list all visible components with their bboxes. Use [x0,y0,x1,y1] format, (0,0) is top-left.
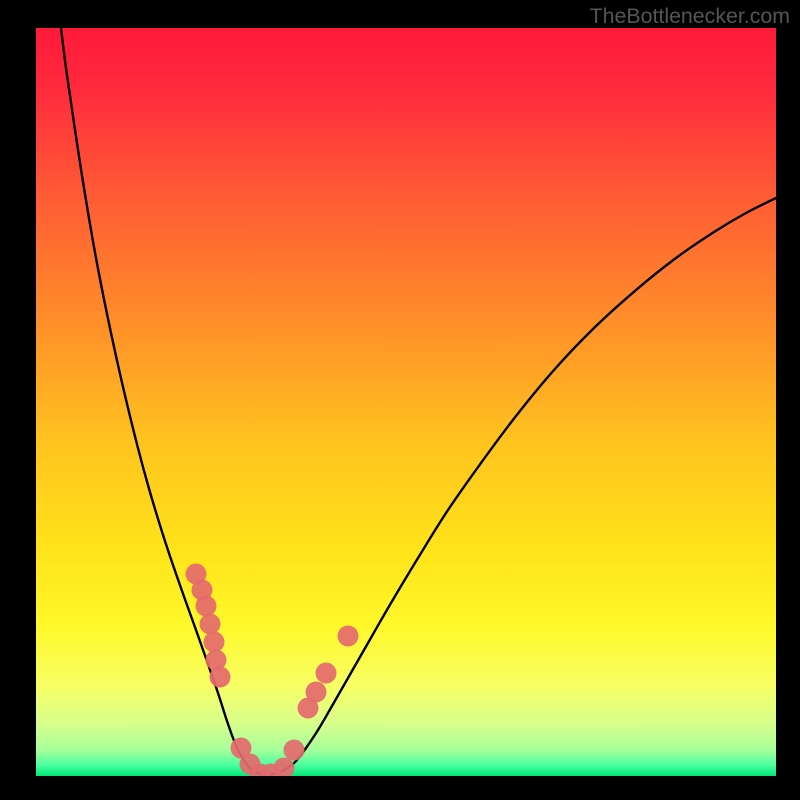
data-marker [316,663,337,684]
data-marker [210,667,231,688]
data-marker [274,758,295,777]
chart-stage: TheBottlenecker.com [0,0,800,800]
data-marker [284,740,305,761]
data-marker [338,626,359,647]
data-marker [200,614,221,635]
bottleneck-curve [61,28,776,774]
plot-area [36,28,776,776]
curve-layer [36,28,776,776]
data-marker [306,682,327,703]
data-marker [204,632,225,653]
watermark-text: TheBottlenecker.com [590,4,790,29]
marker-group [186,564,359,777]
data-marker [196,596,217,617]
